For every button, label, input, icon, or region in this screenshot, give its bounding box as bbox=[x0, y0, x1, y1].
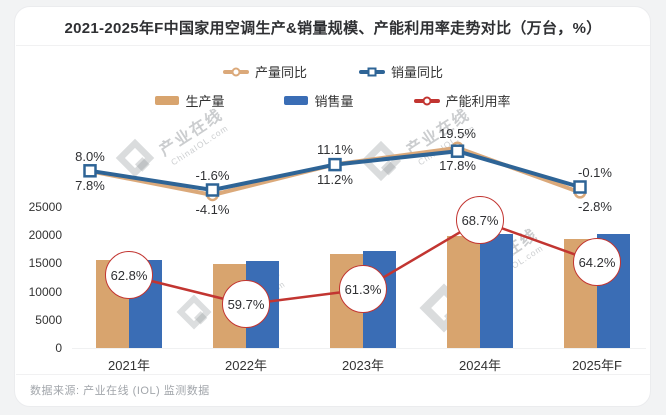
yoy-top-label: 8.0% bbox=[75, 148, 105, 164]
yoy-top-label: -0.1% bbox=[578, 165, 612, 180]
production-yoy-marker bbox=[328, 158, 342, 171]
yoy-top-label: -1.6% bbox=[195, 168, 230, 183]
legend-item-sales[interactable]: 销售量 bbox=[284, 91, 354, 110]
legend-label: 产能利用率 bbox=[445, 94, 511, 109]
legend-label: 生产量 bbox=[185, 94, 225, 109]
y-axis-tick: 10000 bbox=[28, 284, 62, 299]
y-axis-tick: 20000 bbox=[28, 228, 62, 243]
sales-yoy-marker bbox=[205, 183, 220, 197]
utilization-line-icon bbox=[413, 96, 440, 105]
yoy-top-label: 11.1% bbox=[317, 142, 353, 158]
utilization-circle: 62.8% bbox=[105, 251, 153, 300]
utilization-circle: 64.2% bbox=[573, 238, 621, 287]
legend-item-sales-yoy[interactable]: 销量同比 bbox=[359, 62, 443, 81]
legend-item-production-yoy[interactable]: 产量同比 bbox=[222, 62, 307, 81]
legend-row-1: 产量同比 销量同比 bbox=[0, 62, 666, 81]
x-axis-label: 2023年 bbox=[342, 358, 384, 373]
bar-production bbox=[447, 235, 480, 348]
y-axis-tick: 25000 bbox=[28, 199, 62, 214]
production-yoy-marker bbox=[83, 164, 97, 178]
production-bar-swatch-icon bbox=[155, 96, 180, 105]
yoy-bottom-label: -2.8% bbox=[578, 199, 612, 215]
data-source-note: 数据来源: 产业在线 (IOL) 监测数据 bbox=[30, 385, 210, 397]
legend-row-2: 生产量 销售量 产能利用率 bbox=[0, 91, 666, 110]
chart-title: 2021-2025年F中国家用空调生产&销量规模、产能利用率走势对比（万台，%） bbox=[64, 20, 602, 37]
utilization-circle: 59.7% bbox=[222, 280, 270, 329]
yoy-bottom-label: 17.8% bbox=[439, 158, 476, 174]
footer-divider bbox=[16, 374, 650, 375]
legend-item-utilization[interactable]: 产能利用率 bbox=[413, 91, 511, 110]
sales-yoy-line-icon bbox=[359, 67, 385, 76]
legend-label: 销售量 bbox=[314, 94, 354, 109]
sales-yoy-marker bbox=[83, 164, 97, 178]
production-yoy-marker bbox=[451, 141, 464, 155]
x-axis-label: 2022年 bbox=[225, 358, 267, 373]
title-divider bbox=[16, 45, 650, 46]
x-axis-label: 2021年 bbox=[108, 358, 150, 373]
legend-label: 销量同比 bbox=[391, 65, 444, 80]
yoy-bottom-label: 7.8% bbox=[75, 178, 105, 194]
x-axis-label: 2025年F bbox=[572, 358, 622, 373]
x-axis-line bbox=[72, 348, 646, 349]
x-axis-label: 2024年 bbox=[459, 358, 501, 373]
y-axis-tick: 0 bbox=[55, 341, 62, 355]
production-yoy-marker bbox=[573, 186, 587, 199]
production-yoy-line-icon bbox=[222, 67, 249, 76]
legend-label: 产量同比 bbox=[254, 65, 307, 80]
yoy-bottom-label: 11.2% bbox=[317, 171, 353, 187]
sales-yoy-marker bbox=[450, 144, 465, 158]
utilization-circle: 61.3% bbox=[339, 265, 387, 314]
utilization-circle: 68.7% bbox=[456, 196, 504, 245]
sales-bar-swatch-icon bbox=[284, 96, 309, 105]
y-axis-tick: 15000 bbox=[28, 256, 62, 271]
production-yoy-marker bbox=[206, 188, 219, 202]
y-axis-tick: 5000 bbox=[35, 312, 62, 327]
sales-yoy-marker bbox=[328, 157, 342, 172]
yoy-top-label: 19.5% bbox=[439, 125, 476, 141]
yoy-bottom-label: -4.1% bbox=[195, 202, 230, 217]
bar-sales bbox=[480, 234, 513, 348]
legend-item-production[interactable]: 生产量 bbox=[155, 91, 224, 110]
sales-yoy-marker bbox=[573, 180, 587, 194]
